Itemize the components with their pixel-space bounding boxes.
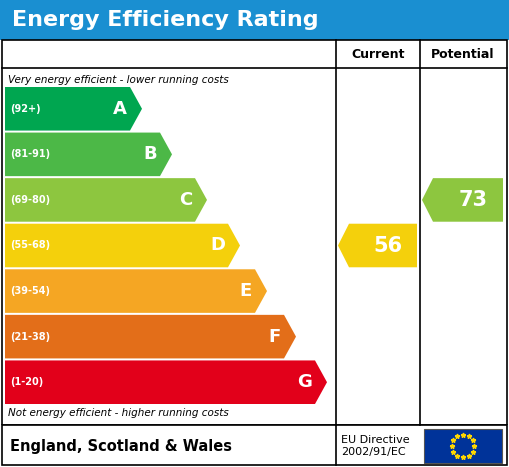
- Polygon shape: [5, 269, 267, 313]
- Text: Not energy efficient - higher running costs: Not energy efficient - higher running co…: [8, 408, 229, 418]
- Text: 56: 56: [374, 235, 403, 255]
- Text: (1-20): (1-20): [10, 377, 43, 387]
- Bar: [424, 429, 502, 463]
- Text: (69-80): (69-80): [10, 195, 50, 205]
- Bar: [2, 40, 507, 425]
- Text: Energy Efficiency Rating: Energy Efficiency Rating: [12, 10, 319, 30]
- Text: (21-38): (21-38): [10, 332, 50, 342]
- Polygon shape: [5, 315, 296, 359]
- Text: D: D: [210, 236, 225, 255]
- Text: F: F: [269, 328, 281, 346]
- Polygon shape: [5, 224, 240, 267]
- Text: Current: Current: [351, 48, 405, 61]
- Text: E: E: [240, 282, 252, 300]
- Polygon shape: [5, 87, 142, 131]
- Text: G: G: [297, 373, 312, 391]
- Bar: [0, 0, 509, 40]
- Polygon shape: [338, 224, 417, 267]
- Polygon shape: [5, 178, 207, 222]
- Text: Potential: Potential: [431, 48, 495, 61]
- Text: EU Directive
2002/91/EC: EU Directive 2002/91/EC: [341, 435, 410, 457]
- Polygon shape: [422, 178, 503, 222]
- Text: B: B: [144, 145, 157, 163]
- Text: Very energy efficient - lower running costs: Very energy efficient - lower running co…: [8, 75, 229, 85]
- Bar: [0, 425, 509, 467]
- Text: (39-54): (39-54): [10, 286, 50, 296]
- Text: C: C: [179, 191, 192, 209]
- Text: 73: 73: [459, 190, 488, 210]
- Text: A: A: [113, 100, 127, 118]
- Text: (55-68): (55-68): [10, 241, 50, 250]
- Text: (92+): (92+): [10, 104, 41, 114]
- Text: (81-91): (81-91): [10, 149, 50, 159]
- Text: England, Scotland & Wales: England, Scotland & Wales: [10, 439, 232, 453]
- Bar: [2, 425, 507, 465]
- Polygon shape: [5, 133, 172, 176]
- Polygon shape: [5, 361, 327, 404]
